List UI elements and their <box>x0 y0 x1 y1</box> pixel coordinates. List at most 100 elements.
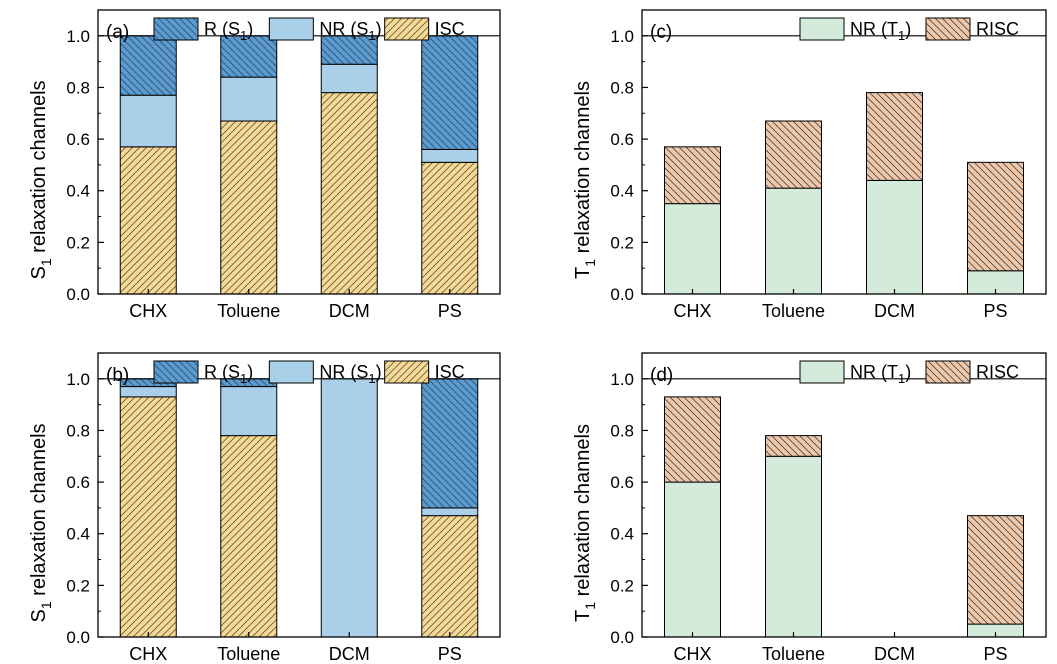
panel-a: 0.0 0.2 0.4 0.6 0.8 1.0 CHX Toluene DCM PS S1 rela… <box>28 9 501 321</box>
legend-label: ISC <box>435 362 465 382</box>
y-tick-label: 0.8 <box>610 78 634 97</box>
legend-swatch-r-s1 <box>153 17 199 41</box>
y-axis-title: T1 relaxation channels <box>572 81 598 279</box>
bar-chx-risc <box>664 396 721 483</box>
panel-label: (b) <box>106 365 129 386</box>
legend-swatch-r-s1 <box>153 360 199 384</box>
bar-ps-r-s1 <box>421 378 479 509</box>
legend-swatch-risc <box>925 360 971 384</box>
x-tick-label: PS <box>438 644 462 664</box>
x-tick-label: PS <box>983 644 1007 664</box>
bar-dcm-nr-t1 <box>866 179 923 295</box>
panel-d: 0.0 0.2 0.4 0.6 0.8 1.0 CHX Toluene DCM PS T1 rela… <box>572 352 1047 664</box>
legend-swatch-nr-t1 <box>799 360 845 384</box>
bar-dcm-isc <box>320 92 378 295</box>
legend-label: NR (T1) <box>850 19 911 43</box>
bar-chx-r-s1 <box>119 35 177 96</box>
y-tick-label: 0.4 <box>66 525 90 544</box>
bar-ps-nr-s1 <box>421 148 479 163</box>
x-tick-label: Toluene <box>217 301 280 321</box>
y-tick-label: 0.4 <box>610 182 634 201</box>
legend: NR (T1) RISC <box>799 360 1019 386</box>
y-tick-label: 0.6 <box>610 473 634 492</box>
bar-chx-isc <box>119 396 177 638</box>
y-tick-label: 1.0 <box>610 370 634 389</box>
legend-label: NR (S1) <box>319 19 381 43</box>
y-axis-title: S1 relaxation channels <box>28 80 54 279</box>
y-tick-label: 0.0 <box>66 628 90 647</box>
legend-label: RISC <box>976 362 1019 382</box>
legend: R (S1) NR (S1) ISC <box>153 17 465 43</box>
x-tick-label: DCM <box>329 644 370 664</box>
y-tick-label: 1.0 <box>66 370 90 389</box>
y-tick-label: 0.2 <box>610 233 634 252</box>
y-tick-label: 0.2 <box>66 576 90 595</box>
y-tick-label: 1.0 <box>66 27 90 46</box>
legend: R (S1) NR (S1) ISC <box>153 360 465 386</box>
y-tick-label: 0.0 <box>610 628 634 647</box>
panel-label: (a) <box>106 22 129 43</box>
plot-frame <box>97 352 501 638</box>
y-tick-label: 0.8 <box>610 421 634 440</box>
x-tick-label: CHX <box>673 301 711 321</box>
y-tick-label: 0.0 <box>610 285 634 304</box>
panel-label: (c) <box>650 22 672 43</box>
bar-ps-r-s1 <box>421 35 479 150</box>
bar-dcm-nr-s1 <box>320 63 378 94</box>
legend-swatch-risc <box>925 17 971 41</box>
y-tick-label: 0.8 <box>66 78 90 97</box>
y-tick-label: 1.0 <box>610 27 634 46</box>
bar-toluene-nr-t1 <box>765 187 822 295</box>
plot-frame <box>641 352 1047 638</box>
panel-label: (d) <box>650 365 673 386</box>
bar-toluene-isc <box>220 435 278 638</box>
x-tick-label: CHX <box>673 644 711 664</box>
y-tick-label: 0.0 <box>66 285 90 304</box>
x-tick-label: DCM <box>874 644 915 664</box>
x-tick-label: CHX <box>129 644 167 664</box>
bar-toluene-nr-t1 <box>765 455 822 638</box>
bar-chx-nr-t1 <box>664 481 721 638</box>
x-tick-label: DCM <box>329 301 370 321</box>
x-tick-label: Toluene <box>762 301 825 321</box>
bar-dcm-nr-s1 <box>320 378 378 638</box>
y-tick-label: 0.4 <box>66 182 90 201</box>
legend-label: R (S1) <box>204 362 253 386</box>
y-tick-label: 0.2 <box>610 576 634 595</box>
y-tick-label: 0.6 <box>66 130 90 149</box>
bar-ps-risc <box>967 161 1024 272</box>
panel-c: 0.0 0.2 0.4 0.6 0.8 1.0 CHX Toluene DCM PS T1 rela… <box>572 9 1047 321</box>
legend-label: R (S1) <box>204 19 253 43</box>
legend-swatch-nr-s1 <box>268 17 314 41</box>
y-axis-title: T1 relaxation channels <box>572 424 598 622</box>
bar-ps-isc <box>421 515 479 638</box>
y-tick-label: 0.8 <box>66 421 90 440</box>
bar-toluene-isc <box>220 120 278 295</box>
bar-toluene-risc <box>765 435 822 457</box>
bar-chx-isc <box>119 146 177 295</box>
bar-dcm-risc <box>866 92 923 181</box>
legend-label: RISC <box>976 19 1019 39</box>
bar-toluene-nr-s1 <box>220 386 278 437</box>
legend-swatch-isc <box>384 17 430 41</box>
y-tick-label: 0.6 <box>66 473 90 492</box>
y-tick-label: 0.4 <box>610 525 634 544</box>
legend-swatch-nr-s1 <box>268 360 314 384</box>
y-tick-label: 0.2 <box>66 233 90 252</box>
x-tick-label: Toluene <box>762 644 825 664</box>
bar-chx-nr-s1 <box>119 386 177 398</box>
bar-ps-isc <box>421 161 479 295</box>
x-tick-label: DCM <box>874 301 915 321</box>
bar-chx-risc <box>664 146 721 205</box>
legend: NR (T1) RISC <box>799 17 1019 43</box>
x-tick-label: CHX <box>129 301 167 321</box>
bar-toluene-nr-s1 <box>220 76 278 122</box>
plot-frame <box>641 9 1047 295</box>
legend-label: NR (S1) <box>319 362 381 386</box>
bar-chx-nr-t1 <box>664 203 721 295</box>
bar-toluene-r-s1 <box>220 35 278 78</box>
y-axis-title: S1 relaxation channels <box>28 423 54 622</box>
legend-swatch-nr-t1 <box>799 17 845 41</box>
legend-label: ISC <box>435 19 465 39</box>
